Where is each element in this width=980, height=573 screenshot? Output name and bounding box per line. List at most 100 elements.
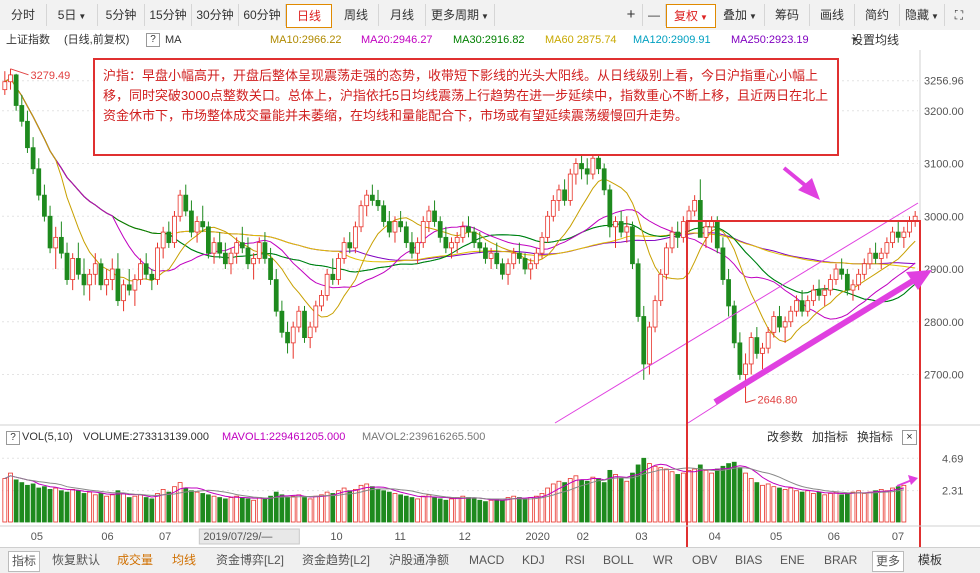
volume-bar <box>816 491 822 523</box>
volume-bar <box>505 497 511 523</box>
fullscreen-icon[interactable]: ⛶ <box>954 8 964 22</box>
volume-bar <box>353 488 358 523</box>
candle-body <box>901 231 907 238</box>
volume-bar <box>811 493 816 523</box>
period-30min-button[interactable]: 30分钟 <box>192 4 239 26</box>
candle-body <box>692 200 698 212</box>
help-icon[interactable]: ? <box>146 33 160 47</box>
tab-brar[interactable]: BRAR <box>824 553 858 567</box>
tab-kdj[interactable]: KDJ <box>522 553 545 567</box>
candle-body <box>511 252 517 265</box>
volume-bar <box>726 463 731 523</box>
volume-bar <box>805 490 811 523</box>
analysis-note: 沪指：早盘小幅高开，开盘后整体呈现震荡走强的态势，收带短下影线的光头大阳线。从日… <box>93 58 839 156</box>
volume-bar <box>454 497 460 523</box>
tab-boll[interactable]: BOLL <box>603 553 634 567</box>
tab-template[interactable]: 模板 <box>918 553 943 567</box>
tab-northbound-net[interactable]: 沪股通净额 <box>389 553 450 567</box>
tab-capital-trend[interactable]: 资金趋势[L2] <box>302 553 371 567</box>
candle-body <box>635 263 641 317</box>
help-icon[interactable]: ? <box>6 431 20 445</box>
volume-bar <box>36 487 42 523</box>
chart-mode: (日线,前复权) <box>64 34 130 46</box>
candle-body <box>754 337 760 354</box>
simple-mode-button[interactable]: 简约 <box>855 4 900 26</box>
change-params-button[interactable]: 改参数 <box>767 430 804 444</box>
tab-wr[interactable]: WR <box>653 553 673 567</box>
volume-bar <box>782 488 788 523</box>
volume-bar <box>307 498 313 523</box>
zoom-out-button[interactable]: — <box>643 4 666 26</box>
volume-bar <box>47 488 53 523</box>
volume-bar <box>850 491 856 523</box>
candle-body <box>460 226 466 238</box>
period-weekly-button[interactable]: 周线 <box>334 4 379 26</box>
candle-body <box>573 163 579 175</box>
draw-line-button[interactable]: 画线 <box>810 4 855 26</box>
candle-body <box>454 236 460 244</box>
tab-bias[interactable]: BIAS <box>735 553 763 567</box>
volume-bar <box>206 494 211 523</box>
candle-body <box>805 300 811 312</box>
volume-bar <box>64 491 70 523</box>
candle-body <box>81 273 87 286</box>
overlay-button[interactable]: 叠加 ▼ <box>716 4 765 26</box>
volume-bar <box>460 495 466 523</box>
high-marker <box>10 68 29 76</box>
tab-rsi[interactable]: RSI <box>565 553 586 567</box>
candle-body <box>268 258 273 280</box>
tab-macd[interactable]: MACD <box>469 553 505 567</box>
close-icon[interactable]: × <box>902 430 917 445</box>
add-indicator-button[interactable]: 加指标 <box>812 430 849 444</box>
tab-capital-game[interactable]: 资金博弈[L2] <box>216 553 285 567</box>
tab-restore-default[interactable]: 恢复默认 <box>52 553 101 567</box>
period-15min-button[interactable]: 15分钟 <box>145 4 192 26</box>
candle-body <box>884 242 890 254</box>
candle-body <box>25 120 30 149</box>
volume-bar <box>856 490 862 523</box>
more-periods-button[interactable]: 更多周期 ▼ <box>426 4 495 26</box>
period-intraday-button[interactable]: 分时 <box>0 4 47 26</box>
ma10-value: MA10:2966.22 <box>270 34 342 46</box>
tab-indicators[interactable]: 指标 <box>8 551 41 572</box>
volume-bar <box>618 478 624 523</box>
mavol2-value: MAVOL2:239616265.500 <box>362 431 486 443</box>
volume-bar <box>279 494 285 523</box>
volume-bar <box>449 498 454 523</box>
kline-chart[interactable]: 3256.96 3200.00 3100.00 3000.00 2900.00 2800.… <box>0 50 980 547</box>
volume-bar <box>200 493 206 523</box>
period-5day-button[interactable]: 5日 ▼ <box>47 4 98 26</box>
price-tick-label: 3256.96 <box>924 76 964 88</box>
candle-body <box>92 263 98 275</box>
chevron-down-icon: ▼ <box>749 12 757 21</box>
trend-arrow-shaft <box>713 276 918 405</box>
candle-body <box>726 279 731 307</box>
tab-ene[interactable]: ENE <box>780 553 805 567</box>
candle-body <box>483 247 488 259</box>
date-tick-label: 10 <box>330 531 342 543</box>
tab-volume[interactable]: 成交量 <box>117 553 154 567</box>
chips-button[interactable]: 筹码 <box>765 4 810 26</box>
volume-bar <box>652 465 658 523</box>
candle-body <box>375 200 381 207</box>
zoom-in-button[interactable]: + <box>620 4 643 26</box>
hide-button[interactable]: 隐藏 ▼ <box>900 4 945 26</box>
volume-bar <box>613 474 618 523</box>
candle-body <box>239 242 245 249</box>
candle-body <box>353 226 358 249</box>
period-monthly-button[interactable]: 月线 <box>379 4 426 26</box>
volume-bar <box>138 494 143 523</box>
volume-bar <box>8 472 13 523</box>
period-5min-button[interactable]: 5分钟 <box>98 4 145 26</box>
switch-indicator-button[interactable]: 换指标 <box>857 430 894 444</box>
candle-body <box>160 231 166 249</box>
candle-body <box>765 331 771 349</box>
candle-body <box>30 147 36 170</box>
volume-bar <box>109 494 115 523</box>
adjust-button[interactable]: 复权 ▼ <box>666 4 716 28</box>
period-60min-button[interactable]: 60分钟 <box>239 4 286 26</box>
period-daily-button[interactable]: 日线 <box>286 4 332 28</box>
tab-more[interactable]: 更多 <box>872 551 905 572</box>
tab-obv[interactable]: OBV <box>692 553 718 567</box>
tab-ma[interactable]: 均线 <box>172 553 197 567</box>
